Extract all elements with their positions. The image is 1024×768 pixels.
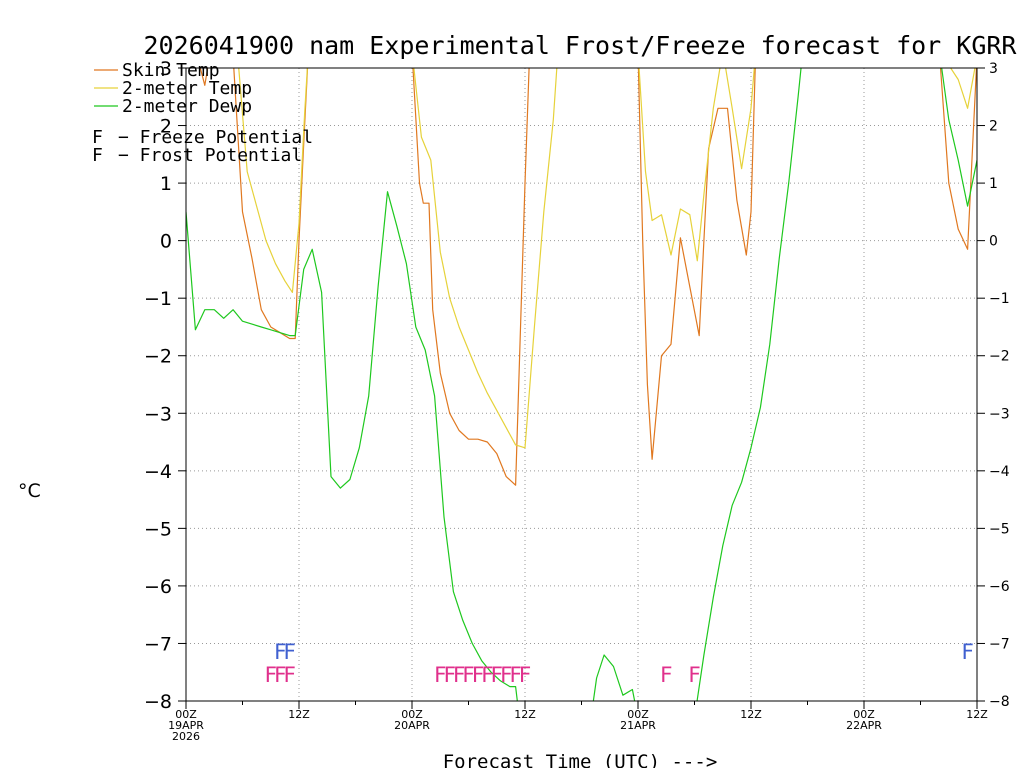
chart-title: 2026041900 nam Experimental Frost/Freeze… [144,31,1018,60]
y-tick-label: −8 [144,691,172,713]
y-tick-label-right: 3 [989,61,998,77]
y-tick-label: 3 [160,58,172,80]
frost-flag: F [274,640,287,664]
freeze-flag: F [481,663,494,687]
x-tick-label: 19APR [168,719,204,732]
freeze-flag: F [453,663,466,687]
freeze-flag: F [500,663,513,687]
freeze-flag: F [283,663,296,687]
y-tick-label: −2 [144,346,172,368]
x-tick-label: 12Z [288,708,310,721]
y-tick-label-right: −4 [989,464,1010,480]
y-tick-label: 2 [160,116,172,138]
legend-flag-symbol: F [92,127,103,148]
x-tick-label: 2026 [172,730,200,743]
y-axis-label: °C [18,480,41,502]
y-axis-right: −8 −7 −6 −5 −4 −3 −2 −1 0 1 2 3 [977,61,1010,710]
y-tick-label-right: 1 [989,176,998,192]
y-tick-label: −1 [144,288,172,310]
y-tick-label-right: −5 [989,521,1010,537]
freeze-flag: F [472,663,485,687]
x-tick-label: 00Z [401,708,423,721]
legend-label: Skin Temp [122,60,220,81]
freeze-flag: F [462,663,475,687]
y-tick-label-right: −2 [989,349,1010,365]
freeze-flag: F [519,663,532,687]
y-tick-label-right: −1 [989,291,1010,307]
y-tick-label-right: −7 [989,636,1010,652]
x-axis-label: Forecast Time (UTC) ---> [443,751,718,768]
legend-flag-label: − Freeze Potential [118,127,313,148]
y-tick-label: 0 [160,231,172,253]
legend-flag-symbol: F [92,145,103,166]
freeze-flag: F [434,663,447,687]
y-tick-label-right: −8 [989,694,1010,710]
y-tick-label: 1 [160,173,172,195]
x-tick-label: 12Z [966,708,988,721]
frost-flag: F [961,640,974,664]
x-tick-label: 12Z [514,708,536,721]
freeze-flag: F [660,663,673,687]
plot-frame [185,67,978,702]
series-skin-temp [199,68,977,486]
x-tick-label: 00Z [853,708,875,721]
frost-flag: F [283,640,296,664]
series-group [186,68,977,701]
y-axis-left: −8 −7 −6 −5 −4 −3 −2 −1 0 1 2 3 [144,58,186,713]
freeze-flag: F [490,663,503,687]
y-tick-label-right: −6 [989,579,1010,595]
x-tick-label: 00Z [627,708,649,721]
y-tick-label: −5 [144,518,172,540]
y-tick-label: −3 [144,403,172,425]
freeze-flag: F [688,663,701,687]
freeze-flag: F [443,663,456,687]
freeze-flag: F [274,663,287,687]
legend-label: 2-meter Temp [122,78,252,99]
x-tick-label: 12Z [740,708,762,721]
legend-label: 2-meter Dewp [122,96,252,117]
x-tick-label: 20APR [394,719,430,732]
freeze-flag: F [264,663,277,687]
legend-flag-label: − Frost Potential [118,145,302,166]
y-tick-label: −6 [144,576,172,598]
x-tick-label: 00Z [175,708,197,721]
y-tick-label: −7 [144,633,172,655]
y-tick-label-right: 2 [989,119,998,135]
series-2-meter-dewp [186,68,977,701]
freeze-flag: F [509,663,522,687]
y-tick-label: −4 [144,461,172,483]
x-tick-label: 21APR [620,719,656,732]
grid [186,68,977,701]
x-tick-label: 22APR [846,719,882,732]
y-tick-label-right: −3 [989,406,1010,422]
y-tick-label-right: 0 [989,234,998,250]
series-2-meter-temp [238,68,976,449]
